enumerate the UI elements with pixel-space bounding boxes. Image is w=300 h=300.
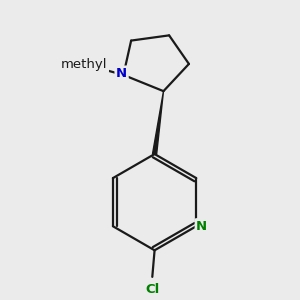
Text: methyl: methyl (61, 58, 108, 71)
Polygon shape (152, 91, 164, 154)
Text: N: N (116, 67, 127, 80)
Text: Cl: Cl (145, 283, 159, 296)
Text: N: N (196, 220, 207, 233)
